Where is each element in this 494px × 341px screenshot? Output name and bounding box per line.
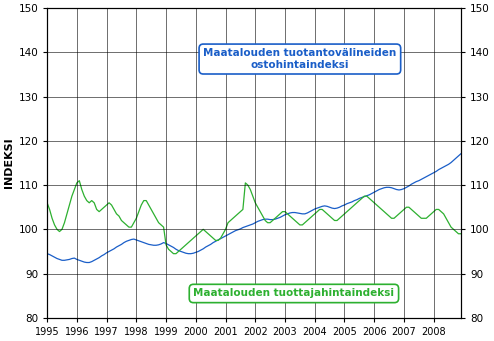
Text: Maatalouden tuottajahintaindeksi: Maatalouden tuottajahintaindeksi — [194, 288, 394, 298]
Y-axis label: INDEKSI: INDEKSI — [4, 138, 14, 188]
Text: Maatalouden tuotantovälineiden
ostohintaindeksi: Maatalouden tuotantovälineiden ostohinta… — [203, 48, 397, 70]
